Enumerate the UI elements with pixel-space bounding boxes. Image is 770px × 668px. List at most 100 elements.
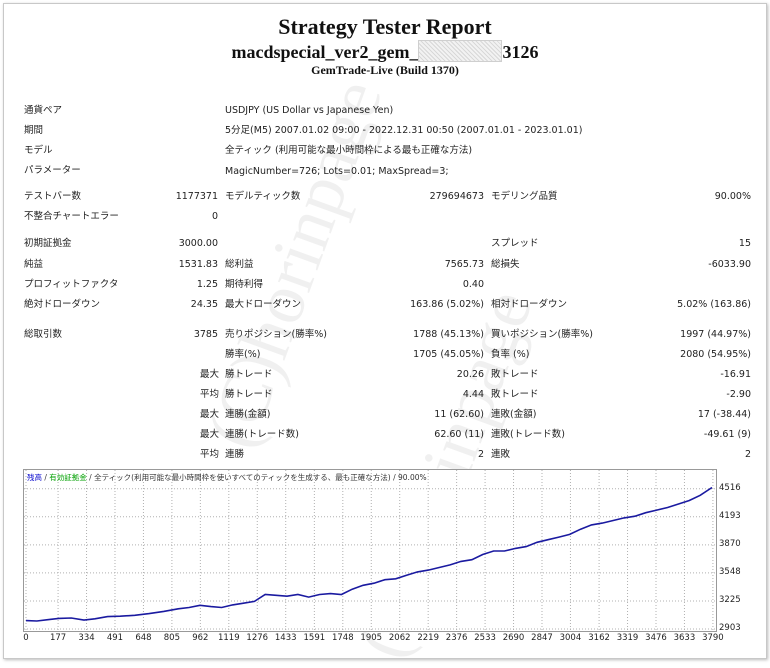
avg-word: 平均	[200, 389, 220, 400]
avg-word: 平均	[200, 449, 220, 460]
y-tick-label: 3870	[719, 538, 741, 549]
x-tick-label: 3162	[588, 633, 610, 643]
settings-value-params: MagicNumber=726; Lots=0.01; MaxSpread=3;	[225, 166, 449, 177]
x-tick-label: 648	[135, 633, 152, 643]
abs-drawdown-value: 24.35	[190, 299, 218, 310]
gross-loss-value: -6033.90	[708, 259, 751, 270]
x-tick-label: 1433	[274, 633, 297, 643]
long-positions-value: 1997 (44.97%)	[680, 329, 751, 340]
abs-drawdown-label: 絶対ドローダウン	[24, 299, 101, 310]
settings-value-symbol: USDJPY (US Dollar vs Japanese Yen)	[225, 105, 394, 116]
legend-balance: 残高	[27, 473, 42, 482]
total-trades-label: 総取引数	[24, 329, 63, 340]
ea-name: macdspecial_ver2_gem_ 3126	[0, 40, 770, 63]
x-tick-label: 3790	[702, 633, 724, 643]
total-trades-value: 3785	[193, 329, 218, 340]
largest-win-value: 20.26	[456, 369, 484, 380]
report-title: Strategy Tester Report	[278, 14, 492, 39]
x-tick-label: 2219	[417, 633, 439, 643]
gross-profit-label: 総利益	[225, 259, 254, 270]
max-drawdown-label: 最大ドローダウン	[225, 299, 302, 310]
legend-quality: 90.00%	[398, 473, 427, 482]
loss-rate-value: 2080 (54.95%)	[680, 349, 751, 360]
avg-win-label: 勝トレード	[225, 389, 273, 400]
y-tick-label: 4193	[719, 510, 741, 521]
x-tick-label: 177	[49, 633, 67, 643]
x-tick-label: 3004	[559, 633, 582, 643]
avg-loss-value: -2.90	[726, 389, 751, 400]
x-tick-label: 334	[78, 633, 95, 643]
max-word: 最大	[200, 369, 220, 380]
largest-loss-value: -16.91	[720, 369, 751, 380]
max-consec-lossamt-value: -49.61 (9)	[703, 429, 751, 440]
settings-label-period: 期間	[24, 125, 44, 136]
max-consec-wins-label: 連勝(金額)	[225, 409, 271, 420]
loss-rate-label: 負率 (%)	[491, 349, 530, 360]
x-tick-label: 1748	[331, 633, 354, 643]
max-drawdown-value: 163.86 (5.02%)	[410, 299, 484, 310]
errors-value: 0	[211, 211, 218, 222]
deposit-label: 初期証拠金	[24, 238, 72, 249]
expected-payoff-label: 期待利得	[225, 279, 264, 290]
gross-profit-value: 7565.73	[444, 259, 484, 270]
rel-drawdown-value: 5.02% (163.86)	[677, 299, 751, 310]
bars-value: 1177371	[175, 191, 218, 202]
short-positions-label: 売りポジション(勝率%)	[225, 329, 327, 340]
net-profit-value: 1531.83	[178, 259, 218, 270]
win-rate-label: 勝率(%)	[225, 349, 261, 360]
max-word: 最大	[200, 409, 220, 420]
gross-loss-label: 総損失	[491, 259, 520, 270]
win-rate-value: 1705 (45.05%)	[413, 349, 484, 360]
avg-consec-wins-value: 2	[477, 449, 484, 460]
max-word: 最大	[200, 429, 220, 440]
settings-value-model: 全ティック (利用可能な最小時間枠による最も正確な方法)	[225, 145, 473, 156]
quality-value: 90.00%	[714, 191, 751, 202]
balance-chart	[23, 469, 717, 632]
avg-consec-losses-value: 2	[744, 449, 751, 460]
avg-consec-wins-label: 連勝	[225, 449, 245, 460]
settings-label-model: モデル	[24, 145, 53, 156]
net-profit-label: 純益	[24, 259, 44, 270]
chart-legend: 残高 / 有効証拠金 / 全ティック(利用可能な最小時間枠を使いすべてのティック…	[27, 473, 427, 482]
rel-drawdown-label: 相対ドローダウン	[491, 299, 568, 310]
avg-win-value: 4.44	[462, 389, 484, 400]
max-consec-profit-label: 連勝(トレード数)	[225, 429, 299, 440]
max-consec-lossamt-label: 連敗(トレード数)	[491, 429, 565, 440]
x-tick-label: 2376	[445, 633, 468, 643]
y-tick-label: 3225	[719, 594, 741, 605]
x-tick-label: 2062	[388, 633, 411, 643]
max-consec-wins-value: 11 (62.60)	[434, 409, 484, 420]
short-positions-value: 1788 (45.13%)	[413, 329, 484, 340]
legend-model: 全ティック(利用可能な最小時間枠を使いすべてのティックを生成する、最も正確な方法…	[94, 473, 391, 482]
ticks-label: モデルティック数	[225, 191, 301, 202]
x-tick-label: 2533	[474, 633, 496, 643]
x-tick-label: 3633	[673, 633, 696, 643]
max-consec-profit-value: 62.60 (11)	[434, 429, 484, 440]
y-tick-label: 2903	[719, 623, 741, 633]
y-tick-label: 3548	[719, 566, 741, 577]
x-tick-label: 1276	[246, 633, 269, 643]
deposit-value: 3000.00	[178, 238, 218, 249]
spread-label: スプレッド	[491, 238, 539, 249]
profit-factor-label: プロフィットファクタ	[24, 279, 119, 290]
ea-name-suffix: 3126	[502, 42, 539, 62]
x-tick-label: 1119	[217, 633, 240, 643]
x-tick-label: 1591	[303, 633, 326, 643]
avg-loss-label: 敗トレード	[491, 389, 539, 400]
bars-label: テストバー数	[24, 191, 82, 202]
largest-loss-label: 敗トレード	[491, 369, 539, 380]
x-tick-label: 0	[23, 633, 29, 643]
x-tick-label: 3319	[616, 633, 639, 643]
build-info: GemTrade-Live (Build 1370)	[311, 63, 459, 77]
expected-payoff-value: 0.40	[462, 279, 484, 290]
x-tick-label: 805	[163, 633, 181, 643]
redacted-block	[418, 40, 503, 62]
settings-value-period: 5分足(M5) 2007.01.02 09:00 - 2022.12.31 00…	[225, 125, 583, 136]
legend-equity: 有効証拠金	[49, 473, 87, 482]
x-tick-label: 2690	[502, 633, 525, 643]
balance-line	[25, 486, 713, 622]
x-tick-label: 1905	[360, 633, 383, 643]
avg-consec-losses-label: 連敗	[491, 449, 511, 460]
spread-value: 15	[738, 238, 751, 249]
y-tick-label: 4516	[719, 482, 741, 493]
